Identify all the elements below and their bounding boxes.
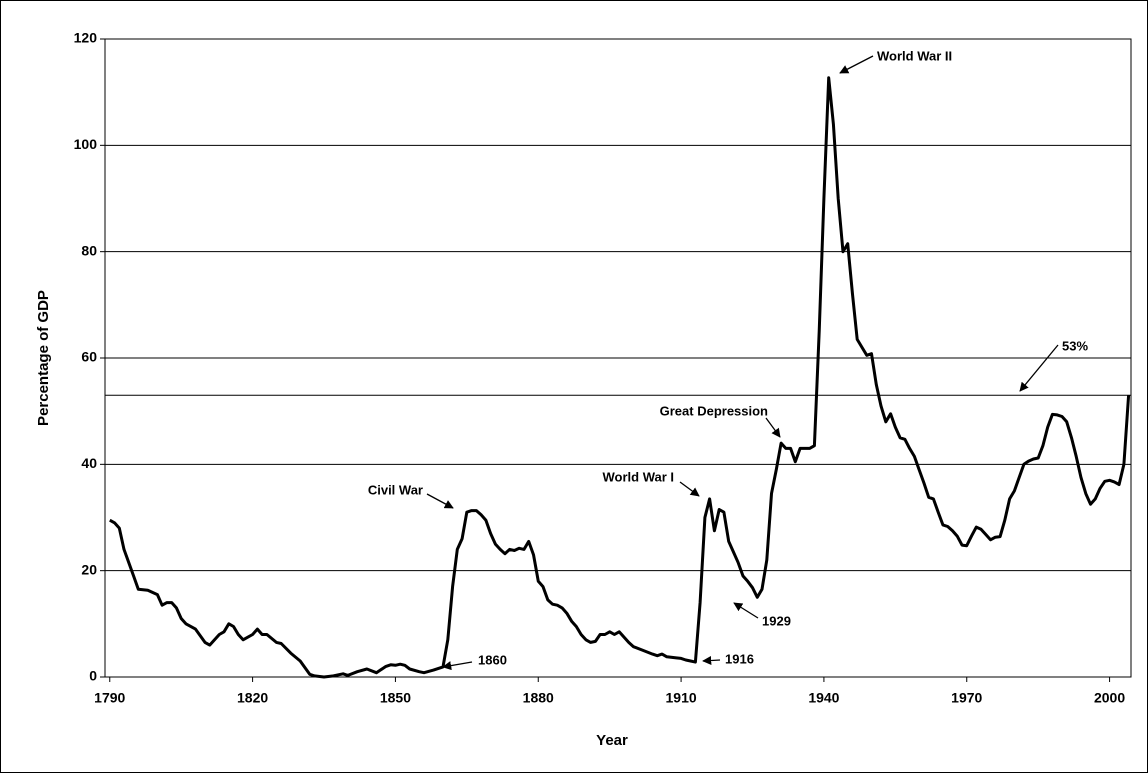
y-tick-label: 0: [89, 668, 97, 684]
annotation-arrow: [442, 661, 473, 671]
annotation-arrow: [702, 655, 721, 666]
x-tick-label: 1790: [94, 690, 125, 706]
x-axis-title: Year: [596, 732, 628, 749]
annotation-arrow: [426, 493, 454, 509]
annotation: Great Depression: [660, 403, 768, 418]
data-line: [109, 76, 1131, 679]
y-tick-label: 80: [81, 242, 97, 258]
annotation: 53%: [1062, 338, 1088, 353]
y-tick-label: 100: [74, 136, 98, 152]
x-tick-label: 1880: [523, 690, 554, 706]
y-tick-label: 40: [81, 455, 97, 471]
annotation: 1929: [762, 613, 791, 628]
annotation-arrow: [839, 55, 874, 74]
y-tick-label: 60: [81, 349, 97, 365]
x-tick-label: 1910: [666, 690, 697, 706]
annotation-arrow: [1019, 344, 1059, 392]
annotation: World War II: [877, 48, 952, 63]
annotation-arrow: [765, 417, 781, 438]
x-tick-label: 1940: [808, 690, 839, 706]
y-axis-title: Percentage of GDP: [35, 290, 52, 426]
x-tick-label: 2000: [1094, 690, 1125, 706]
annotation-arrow: [733, 602, 759, 619]
y-tick-label: 120: [74, 30, 98, 46]
x-tick-label: 1970: [951, 690, 982, 706]
annotation-arrow: [679, 481, 700, 497]
annotation: World War I: [603, 469, 675, 484]
annotation: Civil War: [368, 482, 423, 497]
annotation: 1860: [478, 652, 507, 667]
x-tick-label: 1850: [380, 690, 411, 706]
y-tick-label: 20: [81, 561, 97, 577]
x-tick-label: 1820: [237, 690, 268, 706]
annotation: 1916: [725, 651, 754, 666]
